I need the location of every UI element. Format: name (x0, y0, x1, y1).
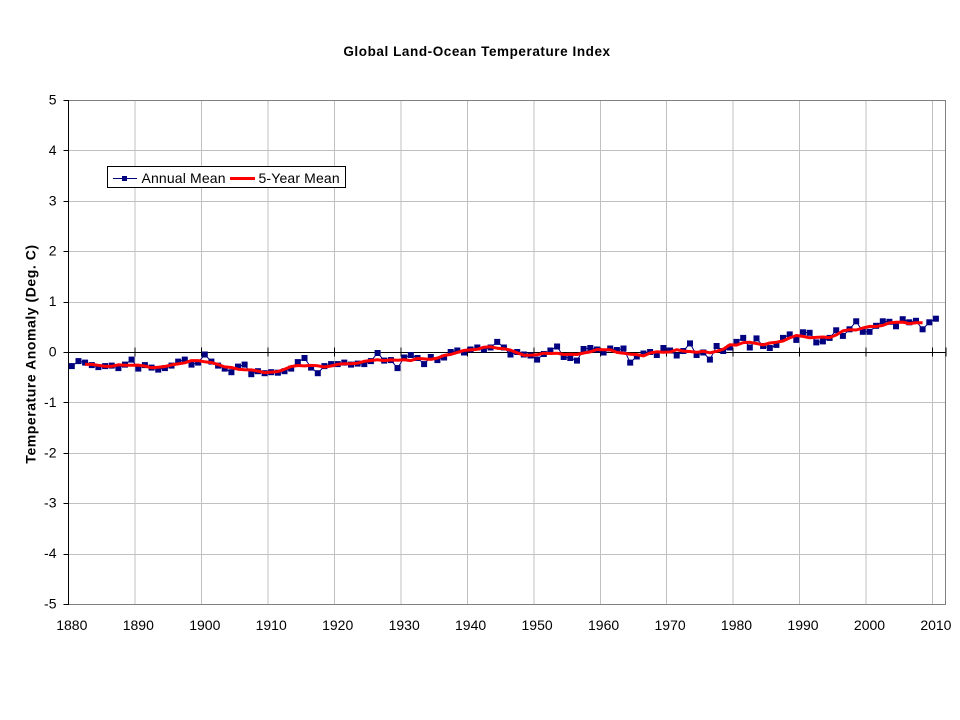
svg-text:Annual Mean: Annual Mean (142, 170, 226, 186)
svg-text:Global Land-Ocean Temperature: Global Land-Ocean Temperature Index (343, 44, 610, 59)
svg-text:-4: -4 (44, 545, 57, 561)
svg-text:1960: 1960 (588, 617, 619, 633)
svg-text:1900: 1900 (189, 617, 220, 633)
svg-text:1930: 1930 (389, 617, 420, 633)
svg-text:2010: 2010 (920, 617, 951, 633)
svg-text:-3: -3 (44, 495, 57, 511)
svg-text:1: 1 (49, 293, 57, 309)
svg-text:1980: 1980 (721, 617, 752, 633)
svg-text:1970: 1970 (655, 617, 686, 633)
svg-text:-2: -2 (44, 444, 57, 460)
svg-text:Temperature Anomaly (Deg. C): Temperature Anomaly (Deg. C) (23, 244, 39, 463)
svg-text:1910: 1910 (256, 617, 287, 633)
svg-text:3: 3 (49, 192, 57, 208)
svg-text:1950: 1950 (522, 617, 553, 633)
svg-text:5: 5 (49, 92, 57, 108)
svg-text:2: 2 (49, 243, 57, 259)
svg-text:-5: -5 (44, 596, 57, 612)
svg-text:1890: 1890 (123, 617, 154, 633)
svg-text:2000: 2000 (854, 617, 885, 633)
svg-text:-1: -1 (44, 394, 57, 410)
svg-text:0: 0 (49, 344, 57, 360)
svg-text:1880: 1880 (56, 617, 87, 633)
svg-text:1940: 1940 (455, 617, 486, 633)
svg-text:5-Year Mean: 5-Year Mean (259, 170, 340, 186)
svg-text:4: 4 (49, 142, 57, 158)
svg-text:1990: 1990 (787, 617, 818, 633)
svg-text:1920: 1920 (322, 617, 353, 633)
